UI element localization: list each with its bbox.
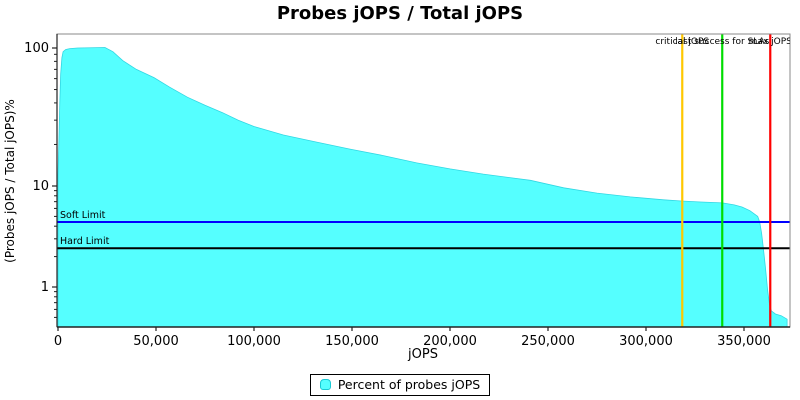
legend: Percent of probes jOPS — [0, 374, 800, 396]
legend-swatch-icon — [319, 379, 331, 390]
x-tick-label: 350,000 — [717, 334, 771, 349]
x-tick-label: 250,000 — [521, 334, 575, 349]
critical-jops-label: critical jOPS — [655, 37, 709, 47]
last-success-for-slas-label: last success for SLAs — [675, 37, 769, 47]
x-tick-label: 100,000 — [227, 334, 281, 349]
hard-limit-label: Hard Limit — [60, 236, 110, 247]
x-tick-label: 300,000 — [619, 334, 673, 349]
y-tick-label: 100 — [24, 41, 49, 56]
x-tick-label: 200,000 — [423, 334, 477, 349]
marker-lines-group — [681, 34, 772, 327]
x-axis-label: jOPS — [407, 347, 438, 362]
x-tick-label: 0 — [54, 334, 62, 349]
legend-box: Percent of probes jOPS — [309, 374, 491, 396]
y-tick-label: 10 — [32, 179, 49, 194]
max-jops-label: max jOPS — [749, 37, 792, 47]
x-tick-label: 50,000 — [133, 334, 179, 349]
plot-frame-group — [56, 33, 791, 328]
y-tick-label: 1 — [41, 280, 49, 295]
legend-label: Percent of probes jOPS — [337, 377, 481, 392]
soft-limit-label: Soft Limit — [60, 210, 106, 221]
limit-lines-group: Soft Limit Hard Limit — [57, 210, 790, 250]
chart-title: Probes jOPS / Total jOPS — [276, 3, 524, 24]
probes-area-series — [57, 47, 788, 327]
axis-ticks-group: 0 50,000 100,000 150,000 200,000 250,000 300,0… — [24, 41, 771, 349]
x-tick-label: 150,000 — [325, 334, 379, 349]
area-series-group — [57, 47, 788, 327]
y-axis-label: (Probes jOPS / Total jOPS)% — [3, 99, 17, 263]
